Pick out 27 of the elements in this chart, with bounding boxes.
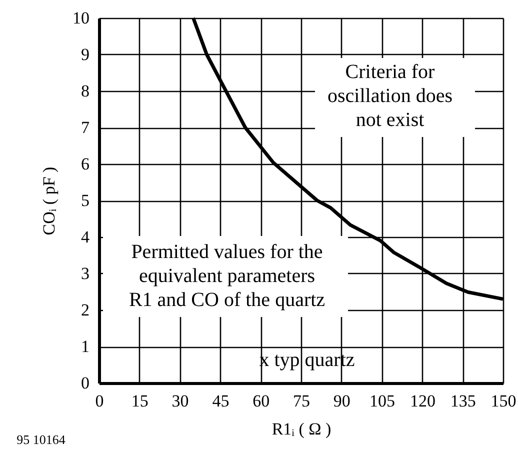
y-tick-label: 6 [81, 154, 90, 174]
y-tick-label: 1 [81, 337, 90, 356]
y-tick-label: 10 [72, 8, 90, 28]
text: 95 10164 [16, 432, 66, 447]
y-tick-label: 2 [81, 300, 90, 320]
x-tick-label: 75 [293, 392, 310, 410]
y-tick-label: 9 [81, 45, 90, 64]
x-tick-label: 0 [95, 392, 104, 410]
x-tick-label: 30 [172, 392, 189, 410]
x-tick-label: 150 [490, 392, 516, 410]
x-tick-label: 90 [333, 392, 350, 410]
y-tick-label: 7 [81, 118, 90, 137]
y-tick-label: 3 [81, 264, 90, 283]
y-tick-label: 4 [81, 228, 90, 246]
y-axis-title: COᵢ ( pF ) [40, 166, 58, 236]
x-tick-label: 135 [450, 392, 476, 410]
y-tick-label: 8 [81, 82, 90, 100]
x-tick-label: 15 [131, 392, 148, 410]
x-tick-label: 45 [212, 392, 230, 410]
y-tick-label: 5 [81, 191, 90, 210]
y-tick-label: 0 [81, 374, 90, 392]
x-tick-label: 105 [370, 392, 396, 410]
x-tick-label: 60 [252, 392, 270, 410]
x-tick-label: 120 [410, 392, 436, 410]
annotation: Criteria for oscillation does not exist [328, 61, 453, 131]
annotation: Permitted values for the equivalent parameters R1 and CO of the quartz [128, 241, 326, 311]
x-axis-title: R1ᵢ ( Ω ) [272, 420, 332, 438]
